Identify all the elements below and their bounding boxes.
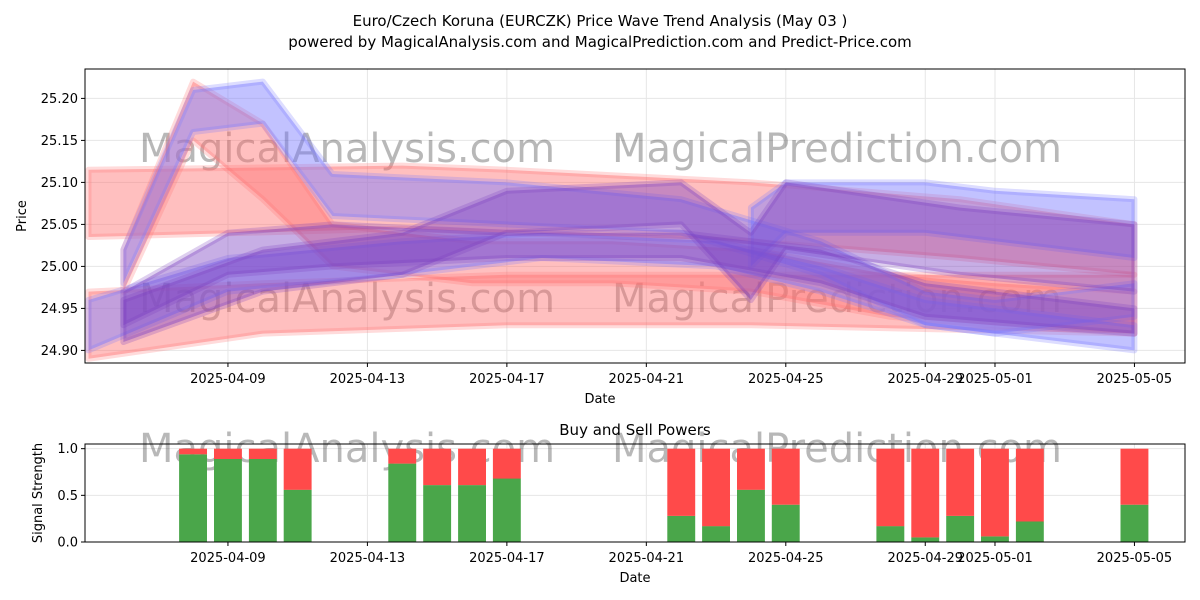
chart-subtitle: powered by MagicalAnalysis.com and Magic… xyxy=(288,33,912,51)
buy-bar xyxy=(248,458,277,542)
signal-x-tick-label: 2025-05-01 xyxy=(957,551,1033,566)
price-x-tick-label: 2025-05-01 xyxy=(957,372,1033,387)
signal-y-tick-label: 0.5 xyxy=(57,489,78,504)
price-y-tick-label: 25.10 xyxy=(41,176,78,191)
price-y-ticks: 24.90 24.95 25.00 25.05 25.10 25.15 25.20 xyxy=(41,92,85,359)
buy-bar xyxy=(423,485,452,542)
price-y-tick-label: 25.15 xyxy=(41,134,78,149)
buy-bar xyxy=(981,536,1009,542)
signal-y-tick-label: 0.0 xyxy=(57,536,78,551)
signal-x-tick-label: 2025-04-29 xyxy=(887,551,963,566)
buy-bar xyxy=(458,485,486,542)
sell-bar xyxy=(771,448,800,505)
signal-plot-frame xyxy=(84,443,1186,543)
sell-bar xyxy=(1015,448,1044,522)
signal-y-axis-label: Signal Strength xyxy=(31,443,46,543)
price-x-tick-label: 2025-05-05 xyxy=(1097,372,1173,387)
signal-x-tick-label: 2025-04-17 xyxy=(469,551,545,566)
price-y-tick-label: 25.05 xyxy=(41,218,78,233)
buy-bar xyxy=(283,489,312,542)
price-x-tick-label: 2025-04-13 xyxy=(330,372,406,387)
price-wave-band-blue xyxy=(120,78,1138,337)
chart-title: Euro/Czech Koruna (EURCZK) Price Wave Tr… xyxy=(353,12,848,30)
sell-bar xyxy=(702,448,730,527)
buy-bar xyxy=(911,537,940,542)
signal-y-ticks: 0.0 0.5 1.0 xyxy=(57,442,85,551)
price-y-tick-label: 25.20 xyxy=(41,92,78,107)
sell-bar xyxy=(248,448,277,459)
signal-x-tick-label: 2025-04-25 xyxy=(748,551,824,566)
price-y-tick-label: 25.00 xyxy=(41,260,78,275)
watermark-text: MagicalAnalysis.com xyxy=(139,126,555,172)
price-watermarks: MagicalAnalysis.com MagicalPrediction.co… xyxy=(139,126,1062,322)
buy-bar xyxy=(667,515,696,542)
sell-bar xyxy=(458,448,486,486)
signal-bars xyxy=(179,448,1149,542)
price-x-ticks: 2025-04-09 2025-04-13 2025-04-17 2025-04-21… xyxy=(190,363,1172,387)
sell-bar xyxy=(1120,448,1149,505)
price-wave-band-purple xyxy=(120,179,1138,345)
price-x-tick-label: 2025-04-09 xyxy=(190,372,266,387)
price-wave-band-red xyxy=(120,78,1138,337)
signal-y-tick-label: 1.0 xyxy=(57,442,78,457)
price-x-tick-label: 2025-04-17 xyxy=(469,372,545,387)
buy-bar xyxy=(876,526,905,542)
sell-bar xyxy=(981,448,1009,537)
sell-bar xyxy=(911,448,940,538)
price-plot-frame xyxy=(84,68,1186,364)
price-x-tick-label: 2025-04-29 xyxy=(887,372,963,387)
buy-bar xyxy=(771,504,800,542)
sell-bar xyxy=(214,448,242,459)
price-y-tick-label: 24.95 xyxy=(41,302,78,317)
price-wave-band-blue xyxy=(747,179,1138,270)
buy-bar xyxy=(737,489,765,542)
price-wave-band-red xyxy=(85,271,1138,362)
sell-bar xyxy=(667,448,696,516)
sell-bar xyxy=(492,448,521,479)
sell-bar xyxy=(737,448,765,490)
price-x-tick-label: 2025-04-25 xyxy=(748,372,824,387)
signal-chart-title: Buy and Sell Powers xyxy=(559,421,711,439)
price-wave-band-red xyxy=(85,162,1138,278)
watermark-text: MagicalPrediction.com xyxy=(612,126,1062,172)
buy-bar xyxy=(1120,504,1149,542)
buy-bar xyxy=(946,515,975,542)
price-y-axis-label: Price xyxy=(15,200,30,232)
price-x-tick-label: 2025-04-21 xyxy=(609,372,685,387)
sell-bar xyxy=(946,448,975,516)
signal-x-axis-label: Date xyxy=(619,571,650,586)
buy-bar xyxy=(388,463,417,542)
sell-bar xyxy=(876,448,905,527)
price-x-axis-label: Date xyxy=(584,392,615,407)
price-wave-band-purple xyxy=(120,221,1138,337)
sell-bar xyxy=(423,448,452,486)
buy-bar xyxy=(214,458,242,542)
price-series xyxy=(85,78,1138,362)
signal-x-tick-label: 2025-04-13 xyxy=(330,551,406,566)
buy-bar xyxy=(179,454,207,542)
buy-bar xyxy=(492,478,521,542)
watermark-text: MagicalAnalysis.com xyxy=(139,276,555,322)
signal-x-tick-label: 2025-04-21 xyxy=(609,551,685,566)
signal-x-tick-label: 2025-04-09 xyxy=(190,551,266,566)
sell-bar xyxy=(388,448,417,464)
price-wave-band-blue xyxy=(85,229,1138,354)
sell-bar xyxy=(283,448,312,490)
price-y-tick-label: 24.90 xyxy=(41,344,78,359)
sell-bar xyxy=(179,448,207,455)
watermark-text: MagicalPrediction.com xyxy=(612,276,1062,322)
buy-bar xyxy=(1015,521,1044,542)
price-grid xyxy=(85,69,1185,363)
signal-x-ticks: 2025-04-09 2025-04-13 2025-04-17 2025-04-21… xyxy=(190,542,1172,566)
signal-x-tick-label: 2025-05-05 xyxy=(1097,551,1173,566)
buy-bar xyxy=(702,526,730,542)
